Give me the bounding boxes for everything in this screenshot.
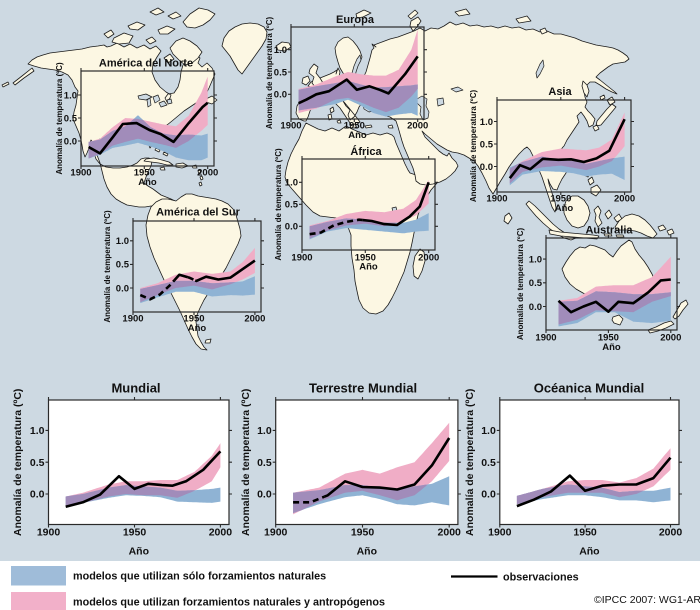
- svg-text:Año: Año: [129, 546, 149, 558]
- svg-text:1950: 1950: [134, 168, 155, 179]
- svg-text:Anomalía de temperatura (ºC): Anomalía de temperatura (ºC): [55, 62, 64, 175]
- svg-text:2000: 2000: [438, 527, 462, 539]
- svg-text:1.0: 1.0: [116, 236, 129, 247]
- svg-text:África: África: [350, 145, 382, 158]
- svg-text:1950: 1950: [355, 253, 376, 264]
- svg-text:©IPCC 2007: WG1-AR4: ©IPCC 2007: WG1-AR4: [594, 594, 700, 606]
- svg-text:0.0: 0.0: [481, 489, 496, 501]
- svg-text:Año: Año: [359, 262, 378, 273]
- svg-text:1950: 1950: [550, 194, 571, 205]
- svg-text:2000: 2000: [614, 194, 635, 205]
- svg-text:1950: 1950: [123, 527, 147, 539]
- svg-text:2000: 2000: [209, 527, 233, 539]
- svg-text:1900: 1900: [535, 333, 556, 344]
- svg-text:1.0: 1.0: [30, 425, 45, 437]
- svg-text:observaciones: observaciones: [503, 572, 579, 584]
- svg-text:Año: Año: [188, 323, 207, 334]
- svg-text:1.0: 1.0: [480, 117, 493, 128]
- svg-text:Año: Año: [555, 203, 574, 214]
- svg-text:0.0: 0.0: [64, 136, 77, 147]
- svg-text:2000: 2000: [659, 527, 683, 539]
- svg-text:Anomalía de temperatura (ºC): Anomalía de temperatura (ºC): [12, 389, 24, 536]
- svg-text:0.5: 0.5: [285, 200, 299, 211]
- svg-text:Australia: Australia: [585, 225, 633, 237]
- svg-text:0.5: 0.5: [116, 260, 130, 271]
- svg-text:modelos que utilizan sólo forz: modelos que utilizan sólo forzamientos n…: [73, 571, 326, 583]
- svg-text:Anomalía de temperatura (ºC): Anomalía de temperatura (ºC): [240, 389, 252, 536]
- svg-text:0.0: 0.0: [257, 489, 272, 501]
- svg-text:0.5: 0.5: [481, 457, 496, 469]
- svg-text:1900: 1900: [122, 314, 143, 325]
- svg-text:1950: 1950: [344, 121, 365, 132]
- svg-text:1900: 1900: [291, 253, 312, 264]
- svg-text:0.5: 0.5: [529, 278, 543, 289]
- svg-text:1.0: 1.0: [64, 90, 77, 101]
- svg-text:1900: 1900: [488, 527, 512, 539]
- svg-text:0.5: 0.5: [64, 113, 78, 124]
- svg-text:0.5: 0.5: [30, 457, 45, 469]
- svg-text:1.0: 1.0: [529, 254, 542, 265]
- svg-text:Año: Año: [138, 177, 157, 188]
- svg-text:Anomalía de temperatura (ºC): Anomalía de temperatura (ºC): [469, 90, 478, 203]
- svg-text:Anomalía de temperatura (ºC): Anomalía de temperatura (ºC): [274, 148, 283, 261]
- svg-text:Año: Año: [579, 546, 599, 558]
- svg-text:1950: 1950: [351, 527, 375, 539]
- svg-text:1900: 1900: [37, 527, 61, 539]
- svg-text:2000: 2000: [244, 314, 265, 325]
- svg-text:Año: Año: [602, 342, 621, 353]
- svg-text:Anomalía de temperatura (ºC): Anomalía de temperatura (ºC): [516, 228, 525, 341]
- svg-text:1.0: 1.0: [285, 178, 298, 189]
- svg-text:0.5: 0.5: [274, 67, 288, 78]
- svg-text:0.0: 0.0: [30, 489, 45, 501]
- svg-text:Océanica Mundial: Océanica Mundial: [534, 381, 645, 396]
- svg-text:0.0: 0.0: [274, 90, 287, 101]
- svg-text:1.0: 1.0: [274, 45, 287, 56]
- svg-text:0.5: 0.5: [257, 457, 272, 469]
- svg-text:1900: 1900: [280, 121, 301, 132]
- svg-text:1.0: 1.0: [481, 425, 496, 437]
- svg-text:1900: 1900: [264, 527, 288, 539]
- svg-text:0.5: 0.5: [480, 139, 494, 150]
- svg-text:Anomalía de temperatura (ºC): Anomalía de temperatura (ºC): [265, 17, 274, 130]
- svg-text:2000: 2000: [197, 168, 218, 179]
- svg-text:modelos que utilizan forzamien: modelos que utilizan forzamientos natura…: [73, 597, 385, 609]
- svg-text:Anomalía de temperatura (ºC): Anomalía de temperatura (ºC): [464, 389, 476, 536]
- svg-text:0.0: 0.0: [529, 302, 542, 313]
- svg-text:2000: 2000: [407, 121, 428, 132]
- svg-text:0.0: 0.0: [285, 222, 298, 233]
- svg-text:Asia: Asia: [548, 86, 572, 98]
- svg-text:Año: Año: [348, 130, 367, 141]
- svg-text:1950: 1950: [598, 333, 619, 344]
- svg-text:1900: 1900: [486, 194, 507, 205]
- svg-text:América del Sur: América del Sur: [156, 207, 240, 219]
- svg-text:0.0: 0.0: [480, 162, 493, 173]
- svg-text:Año: Año: [357, 546, 377, 558]
- svg-text:1.0: 1.0: [257, 425, 272, 437]
- svg-text:América del Norte: América del Norte: [99, 58, 193, 70]
- svg-text:Terrestre Mundial: Terrestre Mundial: [309, 381, 417, 396]
- svg-text:Europa: Europa: [336, 14, 375, 26]
- svg-text:1950: 1950: [183, 314, 204, 325]
- svg-text:Mundial: Mundial: [111, 381, 160, 396]
- svg-text:0.0: 0.0: [116, 283, 129, 294]
- svg-text:2000: 2000: [660, 333, 681, 344]
- svg-text:2000: 2000: [418, 253, 439, 264]
- svg-text:1950: 1950: [573, 527, 597, 539]
- svg-text:Anomalía de temperatura (ºC): Anomalía de temperatura (ºC): [103, 210, 112, 323]
- svg-text:1900: 1900: [70, 168, 91, 179]
